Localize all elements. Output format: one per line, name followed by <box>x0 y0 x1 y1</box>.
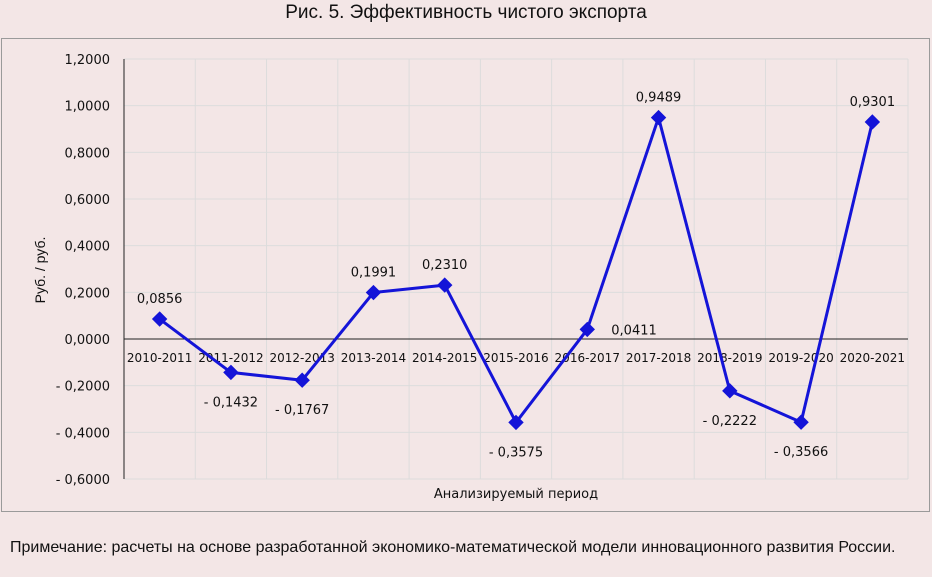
x-tick-label: 2013-2014 <box>341 351 406 365</box>
x-tick-label: 2010-2011 <box>127 351 192 365</box>
data-label: 0,2310 <box>422 258 468 273</box>
data-point-marker <box>864 114 881 130</box>
gridlines <box>124 58 909 480</box>
y-tick-label: 0,0000 <box>65 333 111 348</box>
data-point-marker <box>722 383 738 399</box>
y-axis-label: Руб. / руб. <box>32 237 48 304</box>
y-tick-label: 1,0000 <box>65 100 111 115</box>
y-tick-label: 0,4000 <box>65 240 111 255</box>
data-point-marker <box>365 284 382 301</box>
x-tick-label: 2015-2016 <box>483 351 548 365</box>
x-tick-label: 2017-2018 <box>626 351 691 365</box>
y-tick-label: - 0,2000 <box>56 380 110 395</box>
x-tick-label: 2016-2017 <box>555 351 620 365</box>
data-label: 0,0411 <box>611 323 657 338</box>
axes <box>123 59 908 479</box>
y-tick-label: - 0,4000 <box>56 426 110 441</box>
x-tick-label: 2011-2012 <box>198 351 263 365</box>
y-tick-label: 1,2000 <box>65 53 111 68</box>
x-tick-labels: 2010-2011 2011-2012 2012-2013 2013-2014 2014… <box>127 351 905 365</box>
x-axis-label: Анализируемый период <box>434 487 598 502</box>
data-point-marker <box>151 311 168 327</box>
data-label: - 0,3575 <box>489 445 543 460</box>
data-label: - 0,2222 <box>703 414 757 429</box>
y-tick-label: - 0,6000 <box>56 473 110 488</box>
data-point-marker <box>223 364 239 381</box>
line-chart: 1,2000 1,0000 0,8000 0,6000 0,4000 0,2000 0,00… <box>32 53 909 502</box>
data-point-marker <box>437 277 453 293</box>
data-point-marker <box>508 414 524 431</box>
data-point-marker <box>579 321 595 338</box>
x-tick-label: 2018-2019 <box>697 351 762 365</box>
data-point-marker <box>650 109 667 126</box>
data-series <box>151 109 881 431</box>
x-tick-label: 2020-2021 <box>840 351 905 365</box>
chart-title: Рис. 5. Эффективность чистого экспорта <box>285 2 647 23</box>
y-tick-labels: 1,2000 1,0000 0,8000 0,6000 0,4000 0,2000 0,00… <box>56 53 110 488</box>
chart-note: Примечание: расчеты на основе разработан… <box>10 539 896 556</box>
y-tick-label: 0,6000 <box>65 193 111 208</box>
data-label: 0,0856 <box>137 292 183 307</box>
data-label: - 0,3566 <box>774 445 828 460</box>
x-tick-label: 2019-2020 <box>768 351 833 365</box>
data-label: - 0,1767 <box>275 403 329 418</box>
data-label: 0,9489 <box>636 91 682 106</box>
data-point-marker <box>294 372 310 388</box>
data-label: 0,9301 <box>850 95 896 110</box>
y-tick-label: 0,8000 <box>65 146 111 161</box>
x-tick-label: 2014-2015 <box>412 351 477 365</box>
data-labels: 0,0856 - 0,1432 - 0,1767 0,1991 0,2310 - 0,35… <box>137 91 895 461</box>
data-point-marker <box>793 414 809 430</box>
data-label: 0,1991 <box>351 266 397 281</box>
data-label: - 0,1432 <box>204 395 258 410</box>
y-tick-label: 0,2000 <box>65 286 111 301</box>
chart-frame <box>1 38 930 512</box>
